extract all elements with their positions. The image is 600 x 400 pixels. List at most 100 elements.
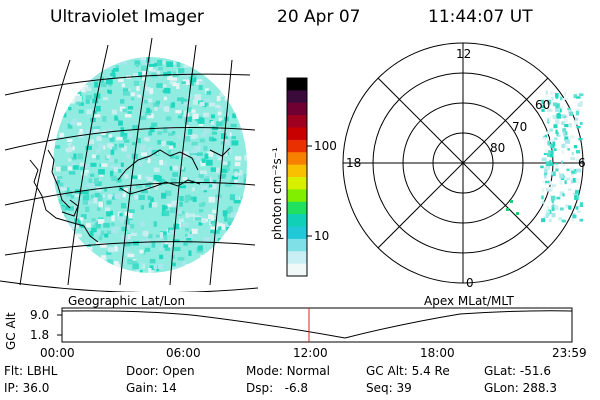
- polar-pixel: [577, 101, 581, 105]
- image-pixel: [95, 241, 100, 245]
- image-pixel: [157, 263, 164, 269]
- image-pixel: [139, 144, 147, 151]
- polar-pixel: [569, 123, 573, 128]
- image-pixel: [206, 102, 210, 106]
- image-pixel: [79, 259, 84, 266]
- image-pixel: [90, 117, 96, 123]
- polar-pixel: [572, 177, 578, 183]
- polar-pixel: [560, 96, 563, 101]
- polar-pixel: [562, 193, 565, 197]
- polar-pixel: [564, 136, 569, 141]
- image-pixel: [97, 206, 101, 211]
- image-pixel: [217, 61, 223, 67]
- polar-pixel: [552, 102, 558, 107]
- image-pixel: [129, 241, 133, 246]
- image-pixel: [85, 145, 93, 150]
- image-pixel: [55, 166, 61, 172]
- status-seq: Seq: 39: [366, 381, 412, 395]
- image-pixel: [231, 86, 237, 90]
- colorbar-segment: [287, 226, 307, 240]
- image-pixel: [92, 129, 100, 133]
- image-pixel: [167, 240, 173, 247]
- image-pixel: [243, 263, 247, 269]
- image-pixel: [172, 75, 178, 81]
- image-pixel: [106, 230, 113, 235]
- polar-pixel: [548, 150, 551, 155]
- image-pixel: [158, 179, 166, 185]
- image-pixel: [195, 156, 200, 162]
- image-pixel: [149, 265, 155, 270]
- image-pixel: [56, 179, 61, 185]
- polar-pixel: [553, 124, 558, 129]
- image-pixel: [137, 94, 141, 98]
- image-pixel: [180, 98, 188, 104]
- image-pixel: [87, 183, 94, 187]
- image-pixel: [245, 57, 247, 62]
- image-pixel: [203, 218, 209, 222]
- image-pixel: [110, 73, 116, 79]
- image-pixel: [110, 149, 115, 155]
- image-pixel: [243, 173, 247, 180]
- image-pixel: [247, 57, 251, 63]
- image-pixel: [222, 165, 227, 169]
- image-pixel: [53, 162, 56, 168]
- polar-pixel: [571, 170, 576, 174]
- image-pixel: [157, 140, 163, 145]
- polar-pixel: [548, 188, 552, 192]
- image-pixel: [156, 83, 163, 88]
- image-pixel: [131, 175, 138, 180]
- image-pixel: [68, 85, 72, 91]
- image-pixel: [158, 66, 163, 71]
- image-pixel: [162, 127, 168, 133]
- image-pixel: [79, 162, 86, 167]
- image-pixel: [67, 123, 73, 129]
- image-pixel: [172, 262, 176, 268]
- image-pixel: [245, 249, 247, 255]
- image-pixel: [238, 107, 246, 112]
- image-pixel: [129, 178, 135, 184]
- image-pixel: [173, 224, 180, 230]
- image-pixel: [185, 116, 192, 122]
- image-pixel: [66, 70, 71, 75]
- polar-pixel: [540, 165, 544, 169]
- image-pixel: [85, 206, 90, 213]
- image-pixel: [56, 105, 63, 109]
- image-pixel: [246, 114, 247, 120]
- image-pixel: [216, 121, 223, 127]
- image-pixel: [89, 230, 94, 237]
- polar-pixel: [578, 93, 584, 97]
- image-pixel: [169, 142, 176, 148]
- image-pixel: [198, 265, 203, 272]
- image-pixel: [86, 243, 91, 250]
- image-pixel: [58, 259, 66, 264]
- image-pixel: [210, 121, 215, 125]
- image-pixel: [200, 160, 206, 167]
- image-pixel: [169, 145, 174, 149]
- image-pixel: [210, 219, 217, 225]
- image-pixel: [106, 143, 113, 148]
- image-pixel: [212, 209, 217, 214]
- image-pixel: [75, 95, 82, 102]
- image-pixel: [111, 274, 115, 277]
- image-pixel: [248, 151, 255, 156]
- image-pixel: [232, 113, 237, 119]
- image-pixel: [59, 227, 65, 232]
- image-pixel: [104, 276, 108, 282]
- image-pixel: [124, 187, 128, 193]
- image-pixel: [247, 149, 253, 153]
- image-pixel: [111, 109, 117, 115]
- image-pixel: [172, 201, 179, 205]
- image-pixel: [118, 120, 123, 126]
- image-pixel: [231, 140, 239, 146]
- image-pixel: [188, 128, 193, 135]
- image-pixel: [85, 241, 89, 245]
- image-pixel: [248, 158, 254, 163]
- image-pixel: [110, 227, 118, 234]
- image-pixel: [234, 92, 238, 98]
- image-pixel: [164, 205, 168, 210]
- image-pixel: [122, 135, 127, 140]
- polar-pixel: [555, 119, 560, 125]
- image-pixel: [183, 63, 190, 68]
- image-pixel: [233, 168, 240, 173]
- polar-pixel: [561, 163, 565, 167]
